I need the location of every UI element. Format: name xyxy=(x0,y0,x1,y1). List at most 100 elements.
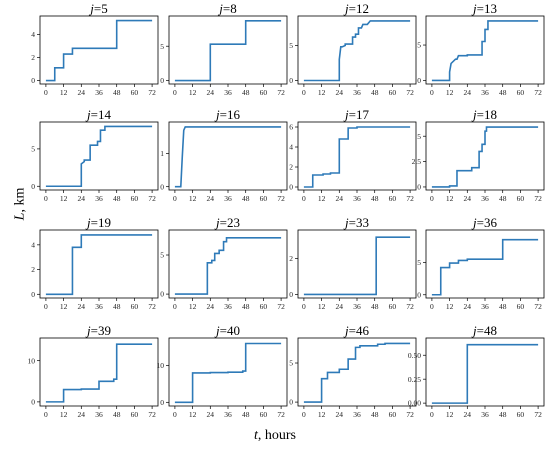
y-tick-label: 0 xyxy=(289,398,293,407)
x-tick-label: 24 xyxy=(464,88,472,97)
subplot-title-var: j xyxy=(471,107,477,122)
subplot-title-var: j xyxy=(343,323,349,338)
subplot-title-val: =8 xyxy=(223,1,237,16)
x-tick-label: 48 xyxy=(371,88,379,97)
plot-frame xyxy=(297,121,417,191)
y-tick-label: 0 xyxy=(417,76,421,85)
x-tick-label: 48 xyxy=(242,410,250,419)
y-tick-label: 0 xyxy=(160,76,164,85)
x-tick-label: 36 xyxy=(224,410,232,419)
subplot-title-var: j xyxy=(343,215,349,230)
y-tick-label: 6 xyxy=(289,123,293,132)
x-tick-label: 48 xyxy=(371,410,379,419)
x-tick-label: 72 xyxy=(277,302,285,311)
subplot-title-val: =39 xyxy=(91,323,111,338)
y-tick-label: 0 xyxy=(289,76,293,85)
x-tick-label: 0 xyxy=(430,88,434,97)
x-tick-label: 72 xyxy=(277,194,285,203)
subplot-title-val: =48 xyxy=(477,323,497,338)
subplot-title-var: j xyxy=(214,323,220,338)
y-tick-label: 5 xyxy=(289,41,293,50)
subplot-title-var: j xyxy=(471,1,477,16)
x-tick-label: 0 xyxy=(302,194,306,203)
y-tick-label: 5 xyxy=(160,42,164,51)
y-tick-label: 0 xyxy=(160,290,164,299)
x-tick-label: 24 xyxy=(336,410,344,419)
x-tick-label: 48 xyxy=(371,302,379,311)
x-tick-label: 72 xyxy=(534,88,542,97)
plot-frame xyxy=(168,121,288,191)
x-tick-label: 60 xyxy=(260,88,268,97)
y-tick-label: 4 xyxy=(289,143,293,152)
subplot: j=18 0 12 24 36 48 60 72 0 2.5 5 xyxy=(412,107,545,203)
subplot: j=13 0 12 24 36 48 60 72 0 5 xyxy=(417,1,545,97)
series-line xyxy=(45,343,153,403)
subplot-title-val: =18 xyxy=(477,107,497,122)
y-tick-label: 2 xyxy=(31,265,35,274)
y-tick-label: 2 xyxy=(289,163,293,172)
subplot: j=39 0 12 24 36 48 60 72 0 10 xyxy=(28,323,159,419)
subplot-title: j=8 xyxy=(217,1,236,16)
subplot: j=46 0 12 24 36 48 60 72 0 5 xyxy=(289,323,417,419)
x-tick-label: 24 xyxy=(78,410,86,419)
x-tick-label: 36 xyxy=(481,302,489,311)
x-tick-label: 72 xyxy=(148,88,156,97)
subplot-title-var: j xyxy=(471,323,477,338)
y-tick-label: 10 xyxy=(157,361,165,370)
subplot-title-val: =12 xyxy=(349,1,369,16)
x-tick-label: 72 xyxy=(534,410,542,419)
x-tick-label: 24 xyxy=(336,88,344,97)
subplot-title: j=33 xyxy=(343,215,369,230)
subplot-title-val: =14 xyxy=(91,107,112,122)
x-tick-label: 0 xyxy=(302,410,306,419)
subplot: j=36 0 12 24 36 48 60 72 0 5 xyxy=(417,215,545,311)
x-tick-label: 0 xyxy=(173,302,177,311)
x-tick-label: 12 xyxy=(446,302,454,311)
x-tick-label: 0 xyxy=(430,302,434,311)
plot-frame xyxy=(39,229,159,299)
x-tick-label: 0 xyxy=(302,302,306,311)
x-tick-label: 60 xyxy=(131,410,139,419)
x-tick-label: 24 xyxy=(207,410,215,419)
subplot: j=8 0 12 24 36 48 60 72 0 5 xyxy=(160,1,288,97)
x-tick-label: 60 xyxy=(131,194,139,203)
subplot-title-val: =19 xyxy=(91,215,111,230)
series-line xyxy=(45,234,153,296)
x-tick-label: 72 xyxy=(406,88,414,97)
subplot-title: j=46 xyxy=(343,323,369,338)
series-line xyxy=(174,342,282,404)
subplot-title-var: j xyxy=(343,1,349,16)
x-tick-label: 36 xyxy=(224,302,232,311)
x-tick-label: 72 xyxy=(277,410,285,419)
subplot-title: j=16 xyxy=(214,107,240,122)
subplot-title: j=48 xyxy=(471,323,497,338)
subplot-title: j=18 xyxy=(471,107,497,122)
x-tick-label: 0 xyxy=(173,410,177,419)
x-tick-label: 36 xyxy=(353,88,361,97)
subplot: j=40 0 12 24 36 48 60 72 0 10 xyxy=(157,323,288,419)
series-line xyxy=(45,19,153,82)
x-tick-label: 12 xyxy=(189,302,197,311)
x-tick-label: 60 xyxy=(260,410,268,419)
subplot-title-val: =16 xyxy=(220,107,241,122)
x-tick-label: 12 xyxy=(446,194,454,203)
x-tick-label: 36 xyxy=(95,302,103,311)
y-tick-label: 0 xyxy=(417,183,421,192)
y-tick-label: 5 xyxy=(417,41,421,50)
subplot-title-var: j xyxy=(214,107,220,122)
x-tick-label: 60 xyxy=(260,302,268,311)
series-line xyxy=(431,343,539,404)
x-tick-label: 12 xyxy=(189,88,197,97)
plot-frame xyxy=(297,337,417,407)
plot-frame xyxy=(168,15,288,85)
x-tick-label: 72 xyxy=(148,302,156,311)
x-tick-label: 0 xyxy=(44,302,48,311)
x-tick-label: 36 xyxy=(95,194,103,203)
series-line xyxy=(174,126,282,188)
y-tick-label: 2 xyxy=(31,53,35,62)
subplot-title-val: =17 xyxy=(349,107,370,122)
x-tick-label: 72 xyxy=(406,302,414,311)
subplot: j=16 0 12 24 36 48 60 72 0 1 xyxy=(160,107,288,203)
subplot-title-var: j xyxy=(88,1,94,16)
